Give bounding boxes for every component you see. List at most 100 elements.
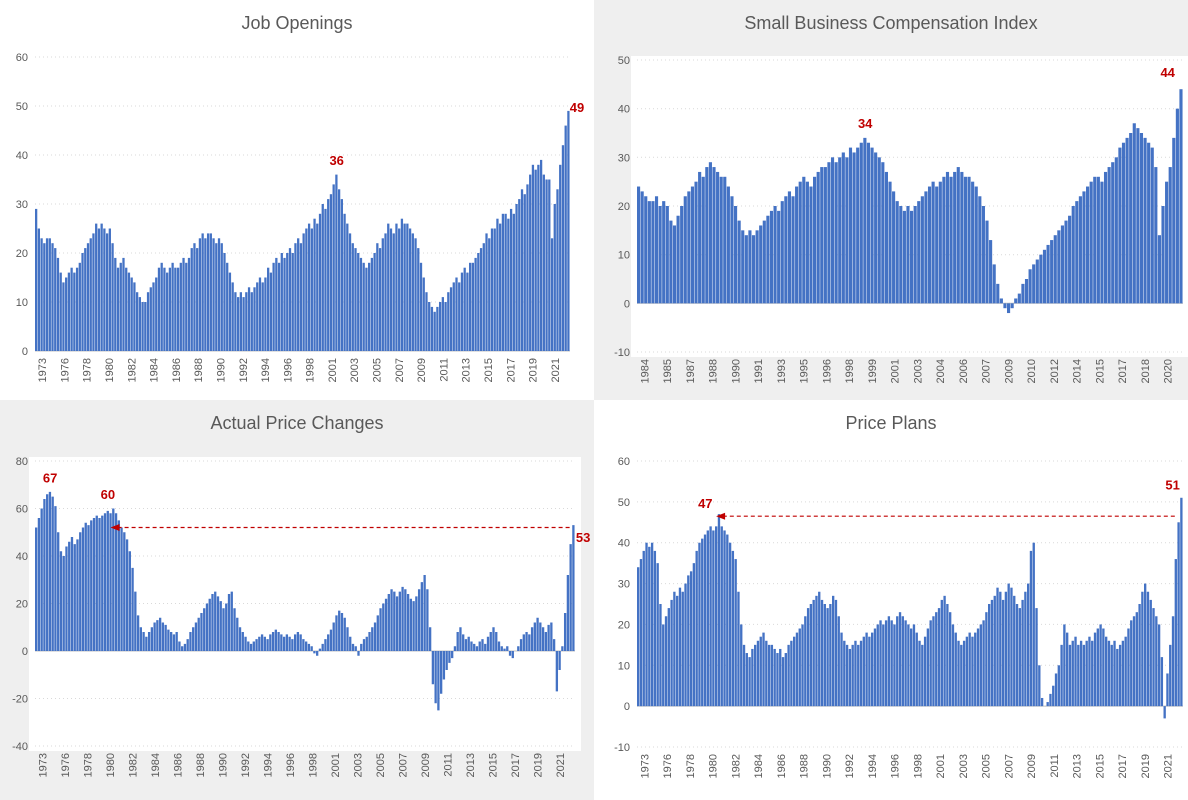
bar [458, 282, 461, 351]
bar [291, 253, 294, 351]
x-tick-label: 1996 [821, 359, 833, 383]
bar [1100, 181, 1104, 304]
bar [146, 292, 150, 351]
bar [968, 632, 971, 707]
bar [200, 613, 203, 651]
bar [384, 233, 387, 351]
bar [820, 599, 824, 707]
bar [492, 627, 495, 651]
bar [190, 248, 193, 351]
x-tick-label: 2005 [372, 358, 384, 382]
bar [662, 201, 666, 304]
y-tick-label: 0 [22, 646, 28, 658]
bar [166, 272, 169, 351]
bar [1014, 298, 1018, 304]
bar [669, 220, 673, 304]
bar [1075, 201, 1079, 304]
bar [40, 508, 43, 651]
bar [473, 643, 476, 652]
bar [174, 267, 177, 351]
bar [1118, 644, 1122, 707]
bar [670, 599, 673, 707]
bar [313, 218, 316, 351]
bar [996, 283, 1000, 304]
bar [327, 199, 330, 351]
bar [1143, 137, 1147, 304]
bar [520, 189, 524, 351]
x-tick-label: 1984 [639, 359, 651, 383]
bar [189, 632, 192, 651]
bar [932, 616, 935, 707]
bar [253, 287, 256, 351]
bar [780, 201, 784, 304]
bar [164, 624, 167, 652]
x-tick-label: 1973 [37, 753, 49, 777]
bar [98, 518, 101, 651]
bar [417, 248, 420, 351]
bar [1161, 206, 1165, 304]
bar [417, 589, 421, 651]
bar [89, 238, 92, 351]
bar [100, 223, 103, 351]
bar [440, 651, 443, 694]
bar [48, 491, 52, 651]
bar [212, 238, 215, 351]
bar [692, 563, 696, 707]
bar [754, 644, 757, 707]
bar [720, 526, 723, 707]
bar [508, 651, 512, 656]
bar [149, 287, 152, 351]
bar [1171, 616, 1175, 707]
bar [187, 257, 191, 351]
x-tick-label: 2021 [1163, 754, 1175, 778]
bar [277, 262, 281, 351]
bar [1001, 599, 1005, 707]
bar [963, 176, 968, 304]
bar [884, 620, 888, 707]
bar [881, 162, 885, 304]
bar [567, 110, 570, 352]
bar [804, 616, 807, 707]
bar [431, 651, 435, 685]
bar [217, 238, 221, 351]
bar [474, 257, 477, 351]
bar [556, 189, 559, 351]
bar [1107, 640, 1111, 707]
bar [478, 641, 481, 651]
bar [423, 575, 426, 651]
x-tick-label: 1990 [821, 754, 833, 778]
bar [84, 522, 87, 651]
bar [302, 639, 305, 652]
bar [321, 643, 324, 652]
x-tick-label: 1984 [150, 753, 162, 777]
bar [241, 632, 244, 651]
bar [455, 277, 458, 351]
bar [795, 186, 799, 304]
bar [806, 608, 810, 707]
bar [525, 632, 528, 651]
bar [1114, 157, 1118, 304]
bar [1174, 559, 1177, 707]
bar [555, 651, 559, 692]
bar [561, 145, 565, 351]
bar [834, 162, 838, 304]
bar [194, 622, 198, 651]
bar [138, 297, 141, 351]
bar [1039, 254, 1043, 304]
x-tick-label: 2005 [375, 753, 387, 777]
x-tick-label: 2007 [397, 753, 409, 777]
bar [475, 646, 479, 651]
bar [354, 646, 357, 651]
bar [122, 257, 125, 351]
bar [1063, 624, 1066, 707]
bar [54, 506, 57, 652]
bar [662, 624, 665, 707]
bar [1132, 616, 1136, 707]
bar [701, 176, 705, 304]
bar [906, 206, 910, 304]
bar [135, 292, 139, 351]
bar [62, 556, 65, 651]
bar [781, 657, 785, 707]
price-plans-bar-chart: -10 0 10 20 30 40 50 60 1973 1976 1978 1980 1982 1984… [614, 456, 1183, 778]
bar [70, 267, 73, 351]
